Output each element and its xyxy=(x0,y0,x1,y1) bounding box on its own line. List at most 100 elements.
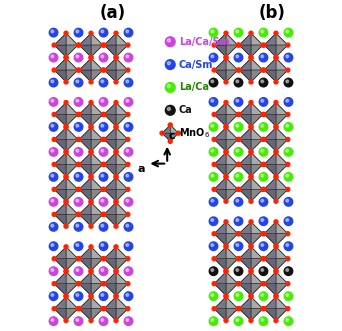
Text: a: a xyxy=(137,164,145,174)
Circle shape xyxy=(101,124,104,127)
Circle shape xyxy=(261,257,265,261)
Circle shape xyxy=(51,269,54,271)
Circle shape xyxy=(51,224,54,227)
Circle shape xyxy=(101,282,105,286)
Circle shape xyxy=(114,55,118,59)
Circle shape xyxy=(176,131,181,135)
Circle shape xyxy=(284,123,293,131)
Polygon shape xyxy=(66,297,78,309)
Circle shape xyxy=(101,319,104,321)
Circle shape xyxy=(236,199,239,202)
Circle shape xyxy=(49,172,58,181)
Circle shape xyxy=(224,244,228,248)
Polygon shape xyxy=(66,103,78,115)
Polygon shape xyxy=(214,309,226,320)
Circle shape xyxy=(101,163,105,166)
Polygon shape xyxy=(214,103,226,115)
Polygon shape xyxy=(264,33,276,45)
Circle shape xyxy=(211,124,214,127)
Circle shape xyxy=(249,294,253,298)
Polygon shape xyxy=(276,297,288,309)
Polygon shape xyxy=(66,33,78,45)
Circle shape xyxy=(114,295,118,299)
Circle shape xyxy=(101,213,105,216)
Polygon shape xyxy=(239,247,251,259)
Circle shape xyxy=(236,187,240,191)
Circle shape xyxy=(224,151,228,155)
Circle shape xyxy=(126,269,129,271)
Polygon shape xyxy=(276,153,288,165)
Circle shape xyxy=(99,198,108,206)
Circle shape xyxy=(49,28,58,37)
Circle shape xyxy=(259,53,268,62)
Circle shape xyxy=(209,98,218,106)
Polygon shape xyxy=(264,103,276,115)
Circle shape xyxy=(284,292,293,301)
Circle shape xyxy=(101,244,104,246)
Circle shape xyxy=(261,30,264,33)
Polygon shape xyxy=(54,153,66,165)
Circle shape xyxy=(166,105,175,115)
Polygon shape xyxy=(239,103,251,115)
Circle shape xyxy=(49,98,58,106)
Circle shape xyxy=(261,282,265,286)
Circle shape xyxy=(274,270,278,274)
Circle shape xyxy=(74,292,83,301)
Circle shape xyxy=(74,198,83,206)
Circle shape xyxy=(52,113,56,117)
Polygon shape xyxy=(264,70,276,82)
Circle shape xyxy=(284,172,293,181)
Polygon shape xyxy=(226,272,238,284)
Circle shape xyxy=(224,80,228,84)
Polygon shape xyxy=(116,203,128,214)
Circle shape xyxy=(284,53,293,62)
Polygon shape xyxy=(251,222,263,234)
Circle shape xyxy=(167,107,170,111)
Polygon shape xyxy=(226,139,238,151)
Polygon shape xyxy=(239,139,251,151)
Circle shape xyxy=(236,55,239,58)
Polygon shape xyxy=(91,297,103,309)
Circle shape xyxy=(236,149,239,152)
Circle shape xyxy=(274,149,278,153)
Circle shape xyxy=(274,295,278,299)
Polygon shape xyxy=(251,103,263,115)
Polygon shape xyxy=(104,139,116,151)
Circle shape xyxy=(114,294,118,298)
Polygon shape xyxy=(239,70,251,82)
Circle shape xyxy=(64,151,68,155)
Circle shape xyxy=(274,268,278,272)
Polygon shape xyxy=(226,45,238,57)
Polygon shape xyxy=(239,189,251,201)
Circle shape xyxy=(209,172,218,181)
Circle shape xyxy=(102,257,106,261)
Circle shape xyxy=(274,244,278,248)
Polygon shape xyxy=(91,127,103,139)
Circle shape xyxy=(236,307,240,311)
Circle shape xyxy=(77,137,81,141)
Circle shape xyxy=(237,307,241,311)
Polygon shape xyxy=(116,259,128,270)
Polygon shape xyxy=(214,297,226,309)
Circle shape xyxy=(77,257,81,261)
Circle shape xyxy=(89,268,93,272)
Circle shape xyxy=(274,174,278,178)
Circle shape xyxy=(74,123,83,131)
Circle shape xyxy=(167,39,170,42)
Polygon shape xyxy=(226,222,238,234)
Polygon shape xyxy=(79,214,91,226)
Polygon shape xyxy=(226,284,238,296)
Circle shape xyxy=(76,213,80,216)
Polygon shape xyxy=(104,115,116,126)
Text: (b): (b) xyxy=(259,4,286,22)
Polygon shape xyxy=(66,177,78,189)
Circle shape xyxy=(126,282,130,286)
Polygon shape xyxy=(116,309,128,320)
Polygon shape xyxy=(276,309,288,320)
Polygon shape xyxy=(91,203,103,214)
Circle shape xyxy=(89,294,93,298)
Polygon shape xyxy=(116,115,128,126)
Circle shape xyxy=(89,270,93,274)
Circle shape xyxy=(76,257,80,261)
Circle shape xyxy=(234,317,243,325)
